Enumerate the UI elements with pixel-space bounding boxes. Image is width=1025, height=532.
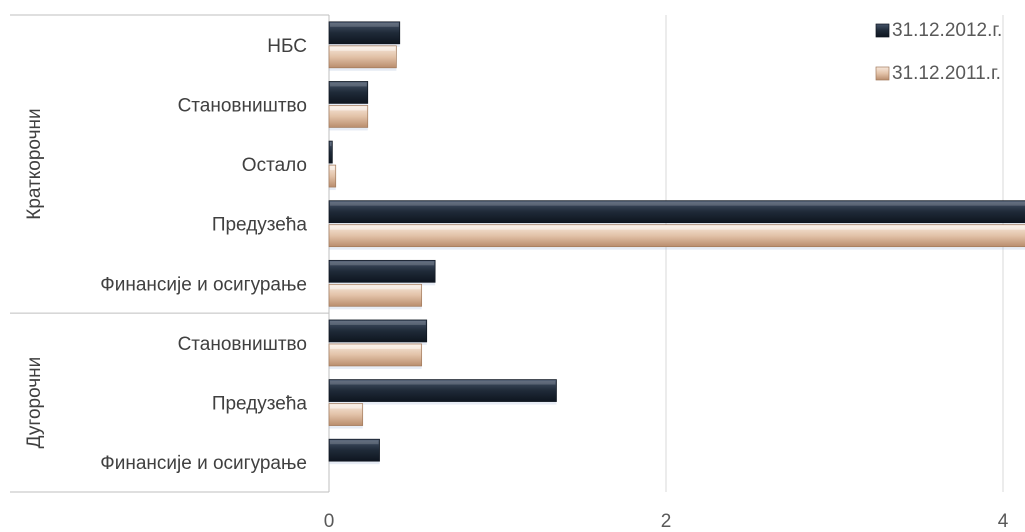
legend-swatch [875, 66, 890, 81]
bar-highlight [330, 106, 367, 111]
bar [328, 21, 401, 45]
bar-highlight [330, 261, 435, 266]
category-axis [10, 14, 330, 493]
bar-highlight [330, 142, 332, 147]
category-label: Предузећа [212, 215, 308, 236]
bar-highlight [330, 166, 335, 171]
bar-highlight [330, 22, 399, 27]
bar [328, 45, 397, 69]
bar [328, 164, 337, 188]
bar-highlight [330, 225, 1025, 230]
legend-swatch [875, 23, 890, 38]
category-labels: Краткорочни Дугорочни НБС Становништво Остал… [24, 36, 307, 474]
group-label: Дугорочни [24, 357, 45, 449]
category-label: Предузећа [212, 394, 308, 415]
bar [328, 283, 423, 307]
bar-highlight [330, 201, 1025, 206]
bar [328, 379, 557, 402]
bar [328, 105, 369, 128]
legend-label: 31.12.2012.г. [892, 20, 1002, 41]
bar-highlight [330, 440, 379, 445]
bar-highlight [330, 380, 556, 385]
category-label: Финансије и осигурање [100, 453, 307, 474]
x-tick-label: 2 [661, 511, 672, 532]
bar-highlight [330, 320, 426, 325]
x-tick-label: 0 [324, 511, 335, 532]
bar-highlight [330, 82, 367, 87]
x-axis-ticks: 02468 [324, 511, 1009, 532]
bar [328, 438, 380, 462]
bar [328, 81, 369, 104]
bar [328, 140, 333, 164]
bar-highlight [330, 285, 421, 290]
category-label: Становништво [178, 334, 307, 355]
bar [328, 259, 436, 283]
legend-label: 31.12.2011.г. [892, 63, 1001, 84]
bar [328, 403, 364, 426]
bars [328, 21, 1025, 465]
legend: 31.12.2012.г. 31.12.2011.г. [875, 20, 1002, 84]
category-label: Финансије и осигурање [100, 274, 307, 295]
gridlines [665, 15, 1004, 492]
category-label: Становништво [178, 95, 307, 116]
bar [328, 224, 1025, 248]
x-tick-label: 4 [998, 511, 1009, 532]
bar [328, 319, 428, 343]
bar [328, 343, 423, 367]
bar-highlight [330, 46, 396, 51]
bar [328, 200, 1025, 224]
group-label: Краткорочни [24, 108, 45, 219]
bar-highlight [330, 344, 421, 349]
category-label: НБС [267, 36, 307, 57]
category-label: Остало [242, 155, 307, 176]
bar-highlight [330, 404, 362, 409]
